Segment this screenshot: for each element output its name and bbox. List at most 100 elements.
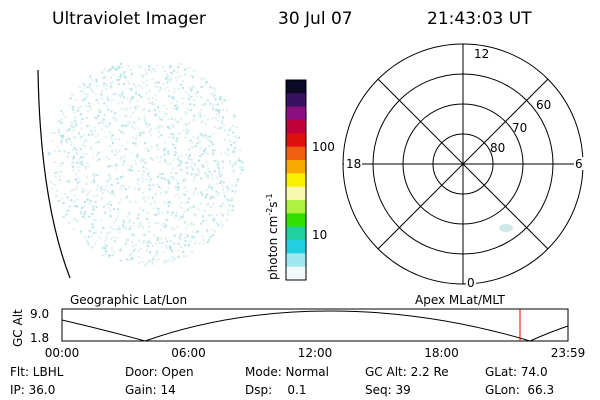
speckle [111, 93, 114, 96]
speckle [137, 261, 140, 264]
speckle [67, 155, 70, 158]
speckle [216, 113, 218, 116]
speckle [106, 125, 109, 128]
speckle [184, 73, 187, 76]
speckle [215, 183, 218, 186]
speckle [93, 224, 96, 227]
speckle [76, 220, 79, 223]
speckle [212, 107, 215, 110]
status-field: Door: Open [125, 365, 194, 379]
speckle [66, 196, 69, 199]
speckle [115, 149, 118, 152]
speckle [191, 141, 194, 144]
speckle [108, 158, 110, 160]
speckle [142, 240, 145, 243]
speckle [144, 240, 147, 243]
speckle [214, 149, 216, 151]
speckle [61, 136, 64, 139]
speckle [162, 83, 165, 85]
speckle [117, 67, 120, 69]
speckle [200, 108, 203, 111]
speckle [166, 240, 169, 243]
speckle [196, 193, 199, 196]
speckle [192, 99, 195, 101]
speckle [187, 243, 190, 246]
speckle [217, 224, 220, 227]
speckle [145, 92, 148, 95]
status-field: GC Alt: 2.2 Re [365, 365, 449, 379]
speckle [207, 185, 210, 188]
speckle [146, 212, 149, 214]
speckle [154, 192, 157, 195]
speckle [155, 98, 158, 101]
speckle [190, 173, 193, 176]
speckle [165, 260, 168, 263]
speckle [203, 76, 206, 79]
speckle [110, 135, 113, 138]
speckle [207, 238, 210, 241]
speckle [126, 195, 129, 198]
speckle [97, 109, 100, 112]
speckle [73, 200, 76, 203]
speckle [135, 92, 138, 95]
speckle [170, 202, 173, 205]
speckle [147, 148, 150, 151]
speckle [166, 86, 169, 89]
speckle [169, 245, 172, 248]
speckle [186, 108, 189, 111]
speckle [103, 118, 105, 121]
speckle [75, 172, 77, 175]
speckle [139, 66, 142, 69]
speckle [80, 113, 83, 116]
speckle [227, 209, 230, 212]
speckle [91, 245, 94, 248]
colorbar-cell [286, 146, 306, 161]
speckle [134, 248, 137, 251]
speckle [136, 217, 139, 220]
speckle [142, 166, 145, 169]
speckle [148, 90, 151, 93]
speckle [184, 244, 187, 247]
speckle [101, 89, 103, 92]
speckle [213, 103, 216, 106]
speckle [73, 228, 75, 231]
speckle [147, 150, 150, 152]
speckle [66, 129, 68, 132]
speckle [227, 148, 229, 151]
speckle [136, 99, 139, 102]
speckle [95, 80, 98, 83]
speckle [133, 121, 136, 124]
speckle [110, 76, 112, 79]
speckle [222, 188, 224, 191]
speckle [166, 211, 169, 214]
speckle [80, 160, 83, 163]
speckle [219, 95, 222, 98]
status-field: Seq: 39 [365, 383, 411, 397]
speckle [75, 122, 78, 125]
speckle [185, 255, 188, 258]
speckle [70, 140, 73, 143]
speckle [86, 110, 89, 112]
speckle [122, 124, 125, 127]
speckle [235, 181, 238, 184]
speckle [140, 73, 143, 76]
speckle [212, 149, 215, 152]
speckle [205, 82, 207, 85]
speckle [181, 216, 184, 219]
speckle [120, 156, 123, 159]
speckle [122, 132, 125, 135]
speckle [220, 152, 223, 155]
speckle [172, 97, 175, 100]
speckle [215, 117, 217, 120]
speckle [212, 94, 215, 97]
speckle [151, 101, 154, 104]
speckle [237, 178, 240, 181]
speckle [140, 131, 143, 134]
speckle [84, 97, 87, 100]
auroral-image [37, 62, 244, 279]
speckle [169, 65, 171, 68]
speckle [213, 160, 216, 163]
speckle [76, 153, 79, 156]
speckle [218, 170, 221, 173]
speckle [50, 132, 53, 135]
